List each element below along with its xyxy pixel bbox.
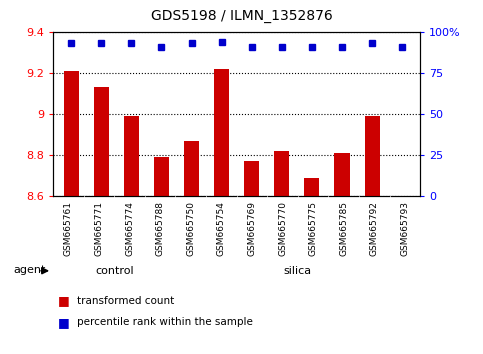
Bar [304,178,319,196]
Text: GSM665775: GSM665775 [309,201,318,256]
Bar [184,141,199,196]
Bar [244,161,259,196]
Bar [64,71,79,196]
Bar [94,87,109,196]
Text: GDS5198 / ILMN_1352876: GDS5198 / ILMN_1352876 [151,9,332,23]
Text: GSM665785: GSM665785 [339,201,348,256]
Bar [124,116,139,196]
Bar [365,116,380,196]
Bar [214,69,229,196]
Text: ■: ■ [58,295,70,307]
Text: GSM665761: GSM665761 [64,201,73,256]
Text: GSM665771: GSM665771 [95,201,103,256]
Text: GSM665769: GSM665769 [247,201,256,256]
Bar [154,158,169,196]
Text: GSM665774: GSM665774 [125,201,134,256]
Text: transformed count: transformed count [77,296,174,306]
Text: GSM665770: GSM665770 [278,201,287,256]
Text: GSM665788: GSM665788 [156,201,165,256]
Text: agent: agent [14,264,46,275]
Text: GSM665793: GSM665793 [400,201,410,256]
Bar [274,151,289,196]
Text: control: control [95,266,134,276]
Text: GSM665754: GSM665754 [217,201,226,256]
Text: GSM665750: GSM665750 [186,201,195,256]
Text: percentile rank within the sample: percentile rank within the sample [77,317,253,327]
Text: GSM665792: GSM665792 [370,201,379,256]
Bar [334,153,350,196]
Text: ■: ■ [58,316,70,329]
Text: silica: silica [284,266,312,276]
